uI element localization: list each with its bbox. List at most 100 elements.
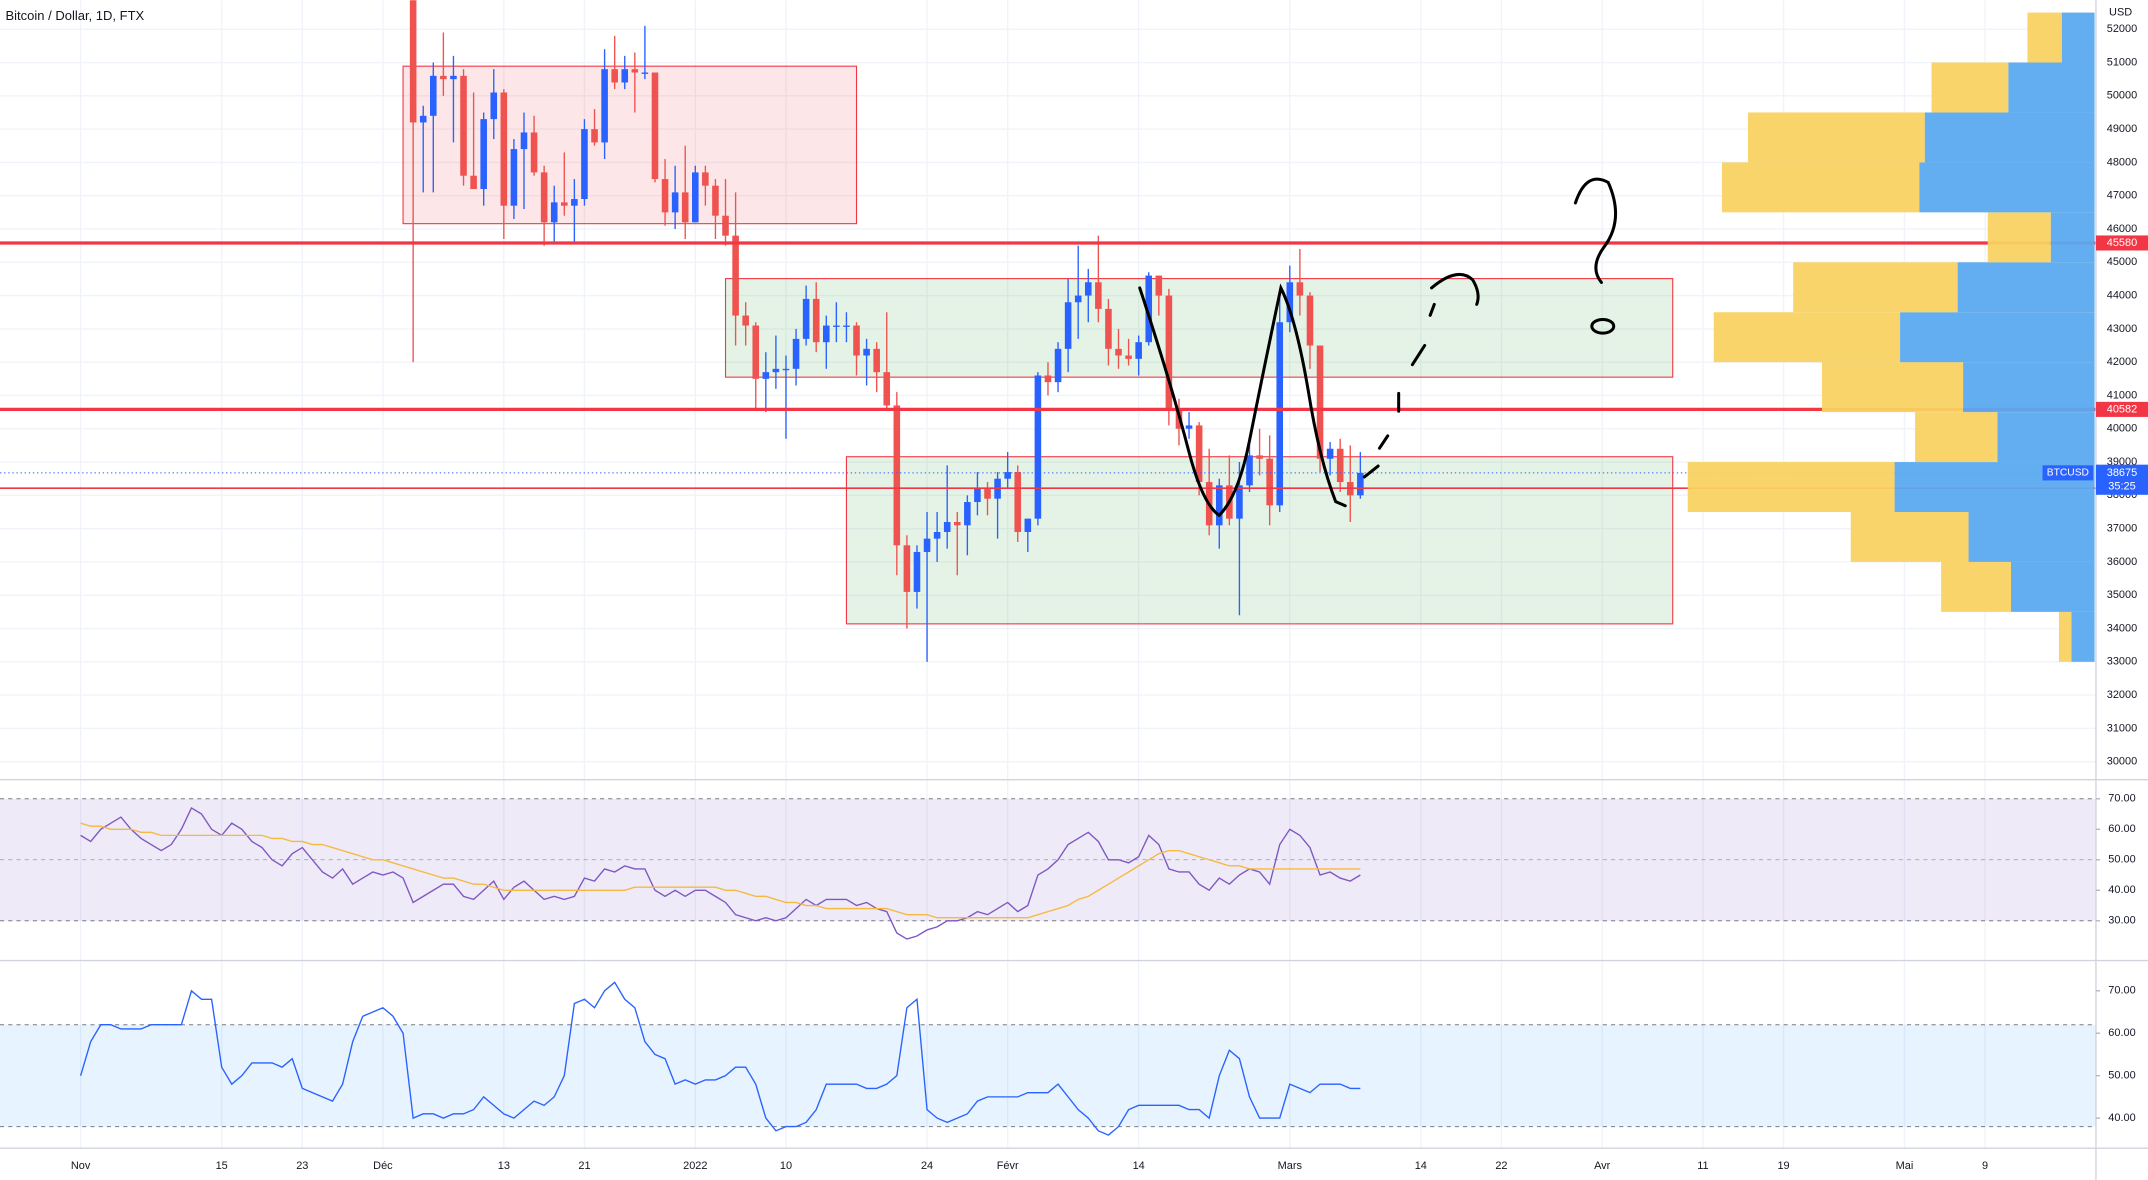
y-tick-label: 36000 bbox=[2107, 556, 2137, 568]
price-level-tag bbox=[2095, 235, 2148, 251]
volume-bar bbox=[1687, 462, 1895, 513]
candle-body bbox=[500, 92, 508, 206]
x-tick-label: Mai bbox=[1896, 1160, 1914, 1172]
candle-body bbox=[1336, 448, 1344, 483]
candle-body bbox=[772, 368, 780, 373]
x-tick-label: 14 bbox=[1133, 1160, 1145, 1172]
candle-body bbox=[1165, 295, 1173, 409]
y-tick-label: 60.00 bbox=[2108, 823, 2135, 835]
candle-body bbox=[440, 75, 447, 80]
zone bbox=[845, 456, 1674, 625]
volume-bar bbox=[1957, 262, 2095, 313]
symbol-label: BTCUSD bbox=[2047, 468, 2089, 479]
candle-body bbox=[1084, 282, 1092, 296]
candle-body bbox=[873, 348, 880, 373]
volume-bar bbox=[1931, 62, 2009, 113]
candle-body bbox=[1276, 322, 1284, 506]
candle-body bbox=[752, 325, 760, 379]
candle-body bbox=[1195, 425, 1203, 483]
x-tick-label: 14 bbox=[1415, 1160, 1427, 1172]
volume-bar bbox=[1713, 312, 1901, 363]
candle-body bbox=[1326, 448, 1334, 459]
candle-body bbox=[923, 538, 931, 552]
zone bbox=[402, 65, 858, 225]
y-tick-label: 34000 bbox=[2107, 622, 2137, 634]
symbol-tag bbox=[2042, 465, 2094, 481]
volume-bar bbox=[1987, 212, 2051, 263]
candle-body bbox=[550, 202, 558, 223]
candle-body bbox=[722, 215, 729, 236]
x-tick-label: 23 bbox=[296, 1160, 308, 1172]
x-tick-label: 9 bbox=[1982, 1160, 1988, 1172]
candle-body bbox=[893, 405, 901, 546]
candle-body bbox=[601, 69, 608, 143]
candle-body bbox=[1256, 455, 1263, 459]
y-tick-label: 40.00 bbox=[2108, 1112, 2135, 1124]
candle-body bbox=[591, 129, 598, 143]
candle-body bbox=[943, 521, 951, 532]
volume-bar bbox=[2027, 12, 2062, 63]
volume-bar bbox=[2058, 611, 2072, 662]
candle-body bbox=[822, 325, 830, 343]
candle-body bbox=[732, 235, 739, 316]
candle-body bbox=[1246, 455, 1253, 486]
x-tick-label: Déc bbox=[373, 1160, 393, 1172]
y-tick-label: 49000 bbox=[2107, 123, 2137, 135]
y-tick-label: 43000 bbox=[2107, 323, 2137, 335]
candle-body bbox=[903, 545, 911, 592]
indicator-line bbox=[79, 981, 1361, 1136]
x-tick-label: Nov bbox=[71, 1160, 91, 1172]
candle-body bbox=[1034, 375, 1042, 519]
candle-body bbox=[812, 298, 820, 343]
x-tick-label: 13 bbox=[498, 1160, 510, 1172]
x-tick-label: Févr bbox=[997, 1160, 1019, 1172]
volume-bar bbox=[1919, 162, 2095, 213]
candle-body bbox=[913, 551, 921, 592]
candle-body bbox=[571, 199, 578, 206]
candle-body bbox=[1316, 345, 1324, 459]
price-level-tag bbox=[2095, 401, 2148, 417]
volume-bar bbox=[1915, 412, 1998, 463]
volume-bar bbox=[1721, 162, 1920, 213]
x-tick-label: Avr bbox=[1594, 1160, 1611, 1172]
candle-body bbox=[1074, 295, 1082, 303]
y-tick-label: 60.00 bbox=[2108, 1027, 2135, 1039]
volume-bar bbox=[2061, 12, 2095, 63]
candle-body bbox=[1004, 472, 1011, 479]
main-pane bbox=[0, 0, 2096, 662]
volume-bar bbox=[2071, 611, 2095, 662]
candle-body bbox=[1095, 282, 1102, 309]
candle-body bbox=[843, 325, 850, 327]
price-level-label: 45580 bbox=[2107, 237, 2137, 249]
y-tick-label: 50.00 bbox=[2108, 1070, 2135, 1082]
indicator-line bbox=[80, 822, 1361, 919]
candle-body bbox=[611, 69, 618, 83]
y-tick-label: 50.00 bbox=[2108, 854, 2135, 866]
candle-body bbox=[520, 132, 528, 150]
candle-body bbox=[1054, 348, 1062, 383]
volume-bar bbox=[1747, 112, 1925, 163]
y-tick-label: 35000 bbox=[2107, 589, 2137, 601]
zone bbox=[724, 278, 1674, 378]
x-tick-label: 22 bbox=[1495, 1160, 1507, 1172]
y-tick-label: 33000 bbox=[2107, 656, 2137, 668]
candle-body bbox=[510, 149, 518, 206]
candle-body bbox=[863, 348, 870, 356]
candle-body bbox=[419, 115, 427, 123]
candle-body bbox=[661, 179, 669, 213]
y-tick-label: 45000 bbox=[2107, 256, 2137, 268]
y-tick-label: 32000 bbox=[2107, 689, 2137, 701]
candle-body bbox=[561, 202, 568, 206]
candle-body bbox=[1044, 375, 1052, 383]
x-tick-label: 10 bbox=[780, 1160, 792, 1172]
candle-body bbox=[1115, 348, 1122, 356]
y-tick-label: 41000 bbox=[2107, 389, 2137, 401]
volume-bar bbox=[1850, 512, 1969, 562]
volume-bar bbox=[1793, 262, 1958, 313]
candle-body bbox=[853, 325, 860, 356]
candle-body bbox=[490, 92, 498, 120]
chart-title: Bitcoin / Dollar, 1D, FTX bbox=[5, 8, 144, 23]
candle-body bbox=[581, 129, 588, 200]
candle-body bbox=[1357, 472, 1364, 496]
candle-body bbox=[1125, 355, 1132, 359]
